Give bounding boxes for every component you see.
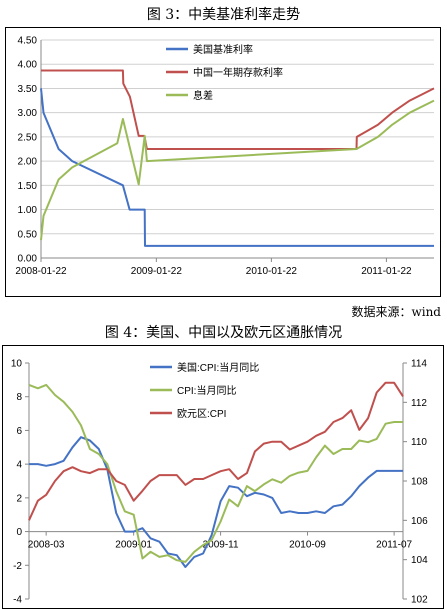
x-tick-label: 2009-01-22 — [131, 266, 183, 277]
x-tick-label: 2011-01-22 — [361, 266, 412, 277]
legend-label: 息差 — [193, 89, 213, 102]
y-tick-label: 4.50 — [18, 36, 38, 47]
chart1-panel: 0.00 0.50 1.00 1.50 2.00 2.50 3.00 3.50 4.00 4.50… — [5, 27, 441, 297]
y-tick-label: 2.00 — [18, 157, 38, 168]
x-tick-label: 2010-09 — [289, 540, 326, 551]
series-line-2 — [41, 69, 435, 150]
legend-label: 中国一年期存款利率 — [193, 66, 283, 79]
left-y-tick-label: 6 — [16, 426, 22, 437]
x-tick-label: 2009-11 — [203, 540, 239, 551]
x-tick-label: 2010-01-22 — [246, 266, 298, 277]
left-y-tick-label: 10 — [11, 359, 23, 370]
right-y-tick-label: 114 — [411, 359, 427, 370]
left-y-tick-label: -4 — [13, 595, 22, 606]
chart1-svg: 0.00 0.50 1.00 1.50 2.00 2.50 3.00 3.50 4.00 4.50… — [15, 36, 435, 277]
series-line-3 — [40, 99, 435, 241]
left-y-tick-label: -2 — [13, 561, 22, 572]
right-y-tick-label: 112 — [411, 398, 427, 409]
x-tick-label: 2008-03 — [28, 540, 65, 551]
figure2-title: 图 4：美国、中国以及欧元区通胀情况 — [104, 325, 343, 341]
legend-label: 美国:CPI:当月同比 — [177, 361, 259, 374]
x-tick-label: 2008-01-22 — [15, 266, 67, 277]
y-tick-label: 1.00 — [18, 205, 38, 216]
y-tick-label: 0.50 — [18, 229, 38, 240]
left-y-tick-label: 8 — [16, 392, 22, 403]
y-tick-label: 4.00 — [18, 60, 38, 71]
left-y-tick-label: 0 — [16, 527, 22, 538]
x-tick-label: 2009-01 — [115, 540, 152, 551]
legend-label: 美国基准利率 — [193, 43, 253, 56]
chart2-panel: -4 -2 0 2 4 6 8 10 102 104 106 108 110 112 114 2008-03 2… — [2, 345, 444, 609]
right-y-tick-label: 102 — [411, 595, 428, 606]
series-line-2 — [28, 383, 403, 563]
right-y-tick-label: 104 — [411, 555, 428, 566]
y-tick-label: 3.00 — [18, 108, 38, 119]
right-y-tick-label: 110 — [411, 437, 427, 448]
y-tick-label: 3.50 — [18, 84, 38, 95]
figure1-title: 图 3：中美基准利率走势 — [146, 7, 301, 23]
source-note: 数据来源：wind — [351, 305, 441, 319]
left-y-tick-label: 4 — [16, 460, 22, 471]
y-tick-label: 1.50 — [18, 181, 38, 192]
legend-label: CPI:当月同比 — [177, 384, 236, 397]
series-line-3 — [28, 381, 404, 521]
chart2-svg: -4 -2 0 2 4 6 8 10 102 104 106 108 110 112 114 2008-03 2… — [11, 359, 428, 606]
y-tick-label: 0.00 — [18, 254, 38, 265]
left-y-tick-label: 2 — [16, 493, 22, 504]
y-tick-label: 2.50 — [18, 132, 38, 143]
right-y-tick-label: 108 — [411, 477, 428, 488]
legend-label: 欧元区:CPI — [177, 408, 226, 420]
series-line-1 — [29, 436, 403, 568]
x-tick-label: 2011-07 — [376, 540, 412, 551]
series-line-1 — [40, 88, 434, 247]
right-y-tick-label: 106 — [411, 516, 428, 527]
